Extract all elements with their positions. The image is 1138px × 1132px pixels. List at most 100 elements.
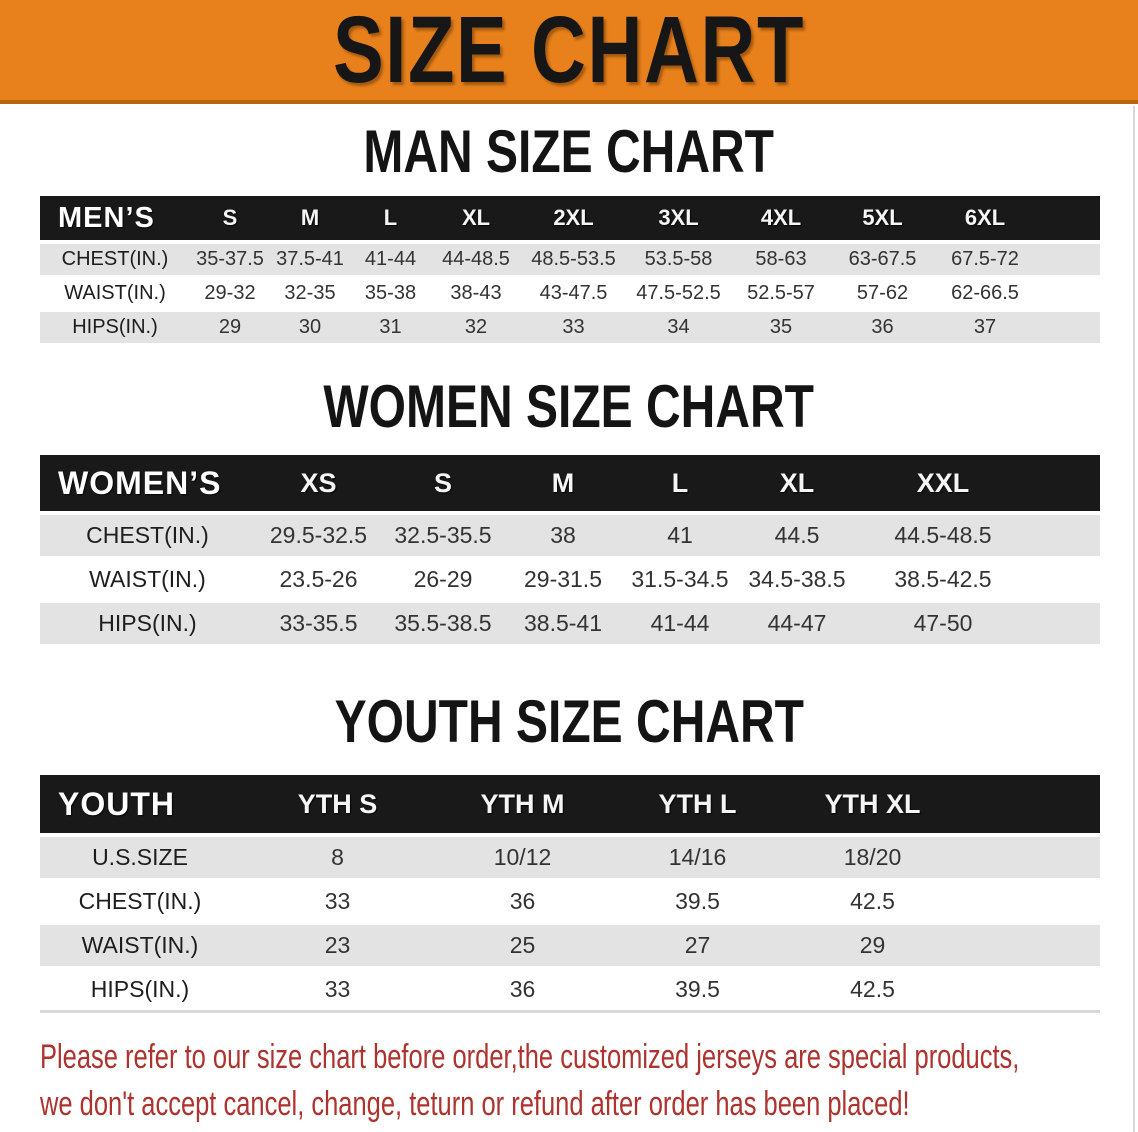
value-cell: 36: [435, 967, 610, 1013]
col-header-cell: 2XL: [521, 196, 626, 244]
value-cell: 35-37.5: [190, 242, 270, 278]
value-cell: 35.5-38.5: [382, 601, 504, 647]
value-cell: 44.5: [738, 513, 856, 559]
row-label-cell: HIPS(IN.): [40, 967, 240, 1013]
spacer-cell: [960, 879, 1100, 925]
col-header-cell: YTH S: [240, 775, 435, 837]
value-cell: 31.5-34.5: [622, 557, 738, 603]
value-cell: 29-32: [190, 276, 270, 312]
table-row: CHEST(IN.) 29.5-32.5 32.5-35.5 38 41 44.…: [40, 513, 1100, 559]
value-cell: 30: [270, 310, 350, 346]
men-size-table: MEN’S S M L XL 2XL 3XL 4XL 5XL 6XL CHEST…: [40, 196, 1100, 346]
value-cell: 39.5: [610, 879, 785, 925]
spacer-cell: [1036, 196, 1100, 244]
value-cell: 38.5-41: [504, 601, 622, 647]
youth-table-title: YOUTH: [40, 775, 240, 837]
value-cell: 58-63: [731, 242, 831, 278]
value-cell: 29.5-32.5: [255, 513, 382, 559]
value-cell: 34.5-38.5: [738, 557, 856, 603]
women-size-table: WOMEN’S XS S M L XL XXL CHEST(IN.) 29.5-…: [40, 455, 1100, 647]
value-cell: 44.5-48.5: [856, 513, 1030, 559]
value-cell: 67.5-72: [934, 242, 1036, 278]
value-cell: 29-31.5: [504, 557, 622, 603]
value-cell: 23.5-26: [255, 557, 382, 603]
women-header-row: WOMEN’S XS S M L XL XXL: [40, 455, 1100, 515]
value-cell: 35: [731, 310, 831, 346]
spacer-cell: [1036, 242, 1100, 278]
col-header-cell: XXL: [856, 455, 1030, 515]
value-cell: 47-50: [856, 601, 1030, 647]
col-header-cell: S: [190, 196, 270, 244]
table-row: WAIST(IN.) 23.5-26 26-29 29-31.5 31.5-34…: [40, 557, 1100, 603]
row-label-cell: WAIST(IN.): [40, 276, 190, 312]
table-row: CHEST(IN.) 33 36 39.5 42.5: [40, 879, 1100, 925]
value-cell: 62-66.5: [934, 276, 1036, 312]
value-cell: 42.5: [785, 967, 960, 1013]
col-header-cell: S: [382, 455, 504, 515]
value-cell: 41: [622, 513, 738, 559]
value-cell: 43-47.5: [521, 276, 626, 312]
value-cell: 10/12: [435, 835, 610, 881]
table-row: WAIST(IN.) 23 25 27 29: [40, 923, 1100, 969]
men-heading-text: MAN SIZE CHART: [363, 118, 775, 185]
value-cell: 36: [831, 310, 934, 346]
table-row: HIPS(IN.) 33-35.5 35.5-38.5 38.5-41 41-4…: [40, 601, 1100, 647]
value-cell: 37: [934, 310, 1036, 346]
spacer-cell: [960, 923, 1100, 969]
notice-line-2: we don't accept cancel, change, teturn o…: [40, 1085, 910, 1123]
value-cell: 23: [240, 923, 435, 969]
table-row: CHEST(IN.) 35-37.5 37.5-41 41-44 44-48.5…: [40, 242, 1100, 278]
men-table-title: MEN’S: [40, 196, 190, 244]
spacer-cell: [960, 967, 1100, 1013]
value-cell: 32-35: [270, 276, 350, 312]
col-header-cell: XS: [255, 455, 382, 515]
value-cell: 26-29: [382, 557, 504, 603]
youth-size-table: YOUTH YTH S YTH M YTH L YTH XL U.S.SIZE …: [40, 775, 1100, 1013]
row-label-cell: U.S.SIZE: [40, 835, 240, 881]
value-cell: 29: [190, 310, 270, 346]
row-label-cell: WAIST(IN.): [40, 557, 255, 603]
value-cell: 29: [785, 923, 960, 969]
men-header-row: MEN’S S M L XL 2XL 3XL 4XL 5XL 6XL: [40, 196, 1100, 244]
col-header-cell: 5XL: [831, 196, 934, 244]
spacer-cell: [1036, 276, 1100, 312]
banner: SIZE CHART: [0, 0, 1138, 104]
col-header-cell: 3XL: [626, 196, 731, 244]
row-label-cell: CHEST(IN.): [40, 879, 240, 925]
value-cell: 53.5-58: [626, 242, 731, 278]
value-cell: 36: [435, 879, 610, 925]
spacer-cell: [1030, 455, 1100, 515]
row-label-cell: HIPS(IN.): [40, 310, 190, 346]
value-cell: 25: [435, 923, 610, 969]
row-label-cell: CHEST(IN.): [40, 242, 190, 278]
col-header-cell: M: [270, 196, 350, 244]
value-cell: 14/16: [610, 835, 785, 881]
order-notice: Please refer to our size chart before or…: [40, 1034, 1138, 1128]
row-label-cell: HIPS(IN.): [40, 601, 255, 647]
value-cell: 52.5-57: [731, 276, 831, 312]
value-cell: 57-62: [831, 276, 934, 312]
col-header-cell: L: [350, 196, 431, 244]
spacer-cell: [960, 775, 1100, 837]
value-cell: 27: [610, 923, 785, 969]
col-header-cell: XL: [738, 455, 856, 515]
table-row: WAIST(IN.) 29-32 32-35 35-38 38-43 43-47…: [40, 276, 1100, 312]
col-header-cell: YTH XL: [785, 775, 960, 837]
spacer-cell: [1030, 601, 1100, 647]
right-edge-line: [1133, 106, 1135, 1132]
table-row: U.S.SIZE 8 10/12 14/16 18/20: [40, 835, 1100, 881]
value-cell: 42.5: [785, 879, 960, 925]
table-row: HIPS(IN.) 33 36 39.5 42.5: [40, 967, 1100, 1013]
spacer-cell: [1036, 310, 1100, 346]
col-header-cell: XL: [431, 196, 521, 244]
col-header-cell: YTH M: [435, 775, 610, 837]
value-cell: 48.5-53.5: [521, 242, 626, 278]
value-cell: 18/20: [785, 835, 960, 881]
value-cell: 38.5-42.5: [856, 557, 1030, 603]
value-cell: 33: [240, 879, 435, 925]
value-cell: 33: [521, 310, 626, 346]
row-label-cell: WAIST(IN.): [40, 923, 240, 969]
spacer-cell: [1030, 557, 1100, 603]
men-section-heading: MAN SIZE CHART: [0, 122, 1138, 182]
notice-line-1: Please refer to our size chart before or…: [40, 1038, 1020, 1076]
